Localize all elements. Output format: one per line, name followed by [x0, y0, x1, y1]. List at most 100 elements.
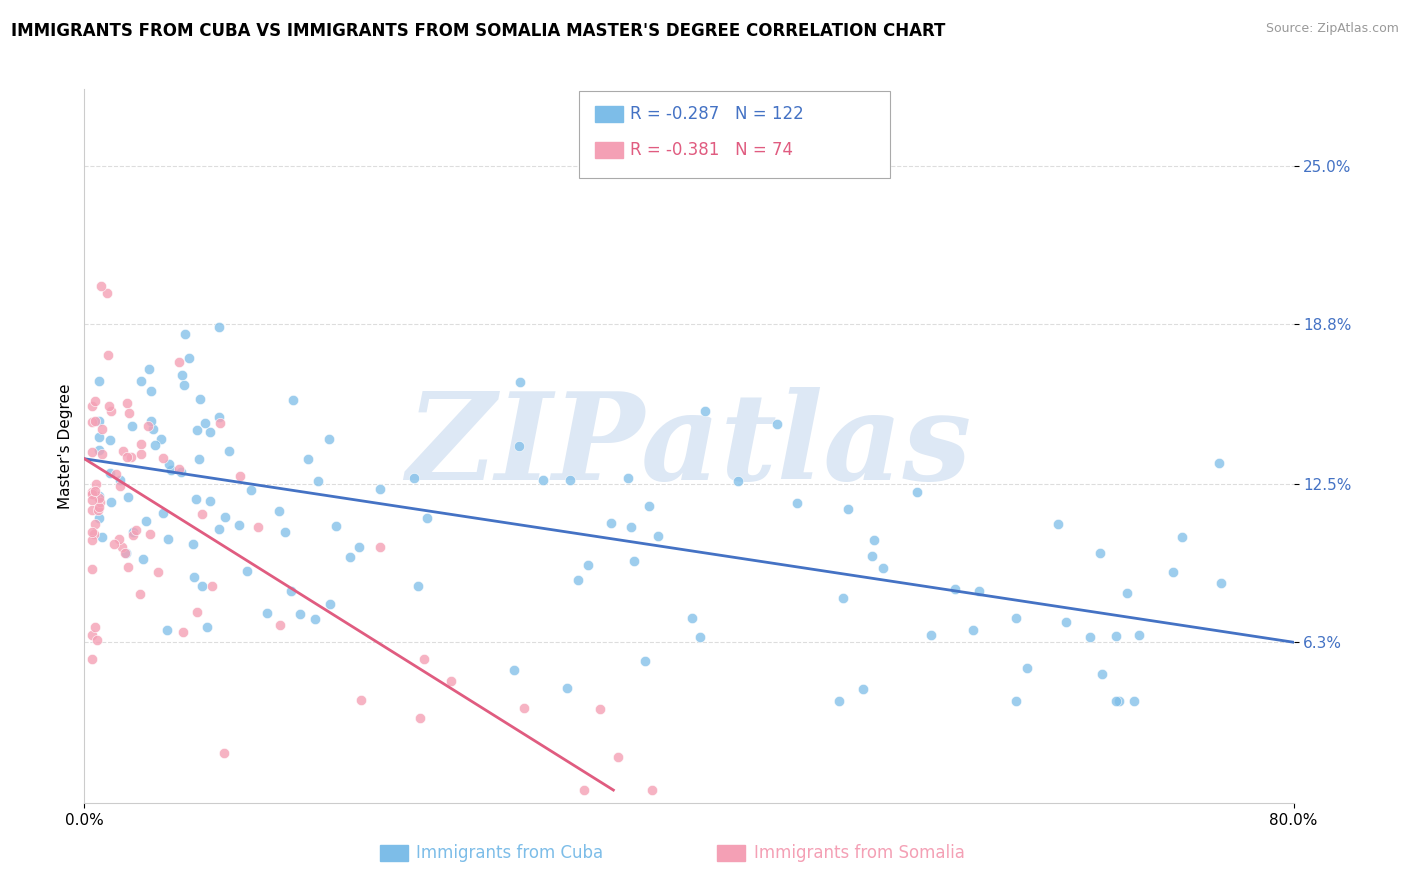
Point	[129, 587, 152, 601]
Point	[200, 494, 222, 508]
Point	[184, 491, 207, 506]
Text: Source: ZipAtlas.com: Source: ZipAtlas.com	[1265, 22, 1399, 36]
Point	[80, 415, 103, 429]
Point	[111, 540, 134, 554]
Point	[297, 452, 319, 467]
Point	[350, 693, 373, 707]
Point	[118, 406, 141, 420]
Point	[1091, 667, 1114, 681]
Point	[84, 414, 107, 428]
Point	[152, 450, 174, 465]
Point	[576, 558, 599, 572]
Text: ZIPatlas: ZIPatlas	[406, 387, 972, 505]
Point	[256, 607, 278, 621]
Point	[1105, 694, 1128, 708]
Point	[80, 445, 103, 459]
Point	[218, 444, 240, 458]
Point	[84, 517, 107, 532]
Point	[831, 591, 853, 606]
Y-axis label: Master's Degree: Master's Degree	[58, 384, 73, 508]
Point	[852, 681, 875, 696]
Point	[274, 524, 297, 539]
Point	[89, 511, 111, 525]
Point	[967, 584, 990, 599]
Point	[860, 549, 883, 563]
Point	[1170, 530, 1192, 544]
Point	[96, 286, 118, 301]
Point	[281, 392, 304, 407]
Point	[80, 484, 103, 499]
Point	[122, 525, 145, 540]
Point	[100, 403, 122, 417]
Point	[191, 507, 214, 521]
Point	[404, 471, 426, 485]
Point	[567, 574, 589, 588]
Point	[145, 438, 167, 452]
Point	[117, 560, 139, 574]
Point	[1005, 611, 1028, 625]
Point	[589, 702, 612, 716]
Point	[98, 433, 121, 447]
Point	[174, 327, 197, 342]
Point	[558, 474, 581, 488]
Point	[280, 583, 302, 598]
Point	[290, 607, 312, 621]
Point	[681, 610, 703, 624]
Point	[689, 630, 711, 644]
Point	[83, 488, 105, 502]
Point	[307, 475, 329, 489]
Point	[132, 552, 155, 566]
Point	[136, 418, 159, 433]
Point	[508, 439, 530, 453]
Point	[89, 374, 111, 388]
Point	[89, 443, 111, 458]
Point	[920, 628, 942, 642]
Point	[141, 414, 163, 428]
Point	[786, 495, 808, 509]
Point	[121, 527, 143, 541]
Point	[693, 404, 716, 418]
Point	[80, 503, 103, 517]
Point	[167, 355, 190, 369]
Point	[409, 711, 432, 725]
Point	[325, 519, 347, 533]
Point	[141, 384, 163, 398]
Point	[503, 663, 526, 677]
Point	[83, 620, 105, 634]
Point	[1104, 629, 1126, 643]
Point	[117, 490, 139, 504]
Point	[188, 392, 211, 406]
Point	[135, 514, 157, 528]
Point	[194, 416, 217, 430]
Point	[84, 477, 107, 491]
Point	[80, 400, 103, 414]
Point	[1054, 615, 1077, 629]
Point	[1004, 694, 1026, 708]
Point	[80, 628, 103, 642]
Point	[83, 526, 105, 541]
Point	[247, 520, 270, 534]
Point	[170, 368, 193, 383]
Point	[90, 279, 112, 293]
Point	[157, 458, 180, 472]
Point	[555, 681, 578, 695]
Point	[86, 632, 108, 647]
Point	[207, 410, 229, 425]
Point	[117, 396, 139, 410]
Point	[120, 450, 142, 464]
Point	[1088, 546, 1111, 560]
Point	[114, 545, 136, 559]
Point	[186, 423, 208, 437]
Point	[962, 623, 984, 637]
Point	[1078, 630, 1101, 644]
Point	[108, 479, 131, 493]
Point	[837, 501, 859, 516]
Point	[828, 694, 851, 708]
Point	[413, 651, 436, 665]
Point	[1017, 661, 1039, 675]
Text: IMMIGRANTS FROM CUBA VS IMMIGRANTS FROM SOMALIA MASTER'S DEGREE CORRELATION CHAR: IMMIGRANTS FROM CUBA VS IMMIGRANTS FROM …	[11, 22, 946, 40]
Point	[872, 561, 894, 575]
Point	[172, 624, 194, 639]
Point	[91, 446, 114, 460]
Point	[87, 500, 110, 514]
